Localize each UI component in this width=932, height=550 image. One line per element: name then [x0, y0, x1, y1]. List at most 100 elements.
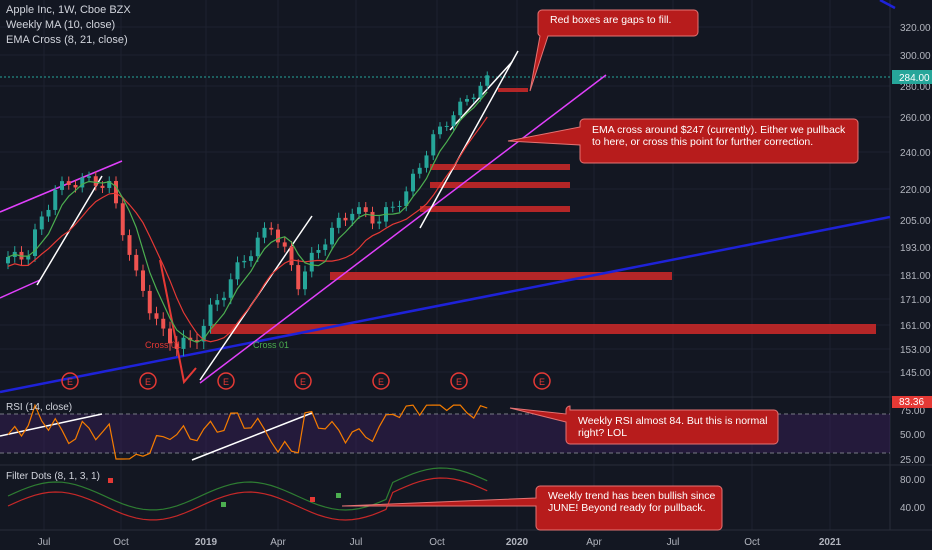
- candle-body: [161, 318, 166, 329]
- candle-body: [269, 227, 274, 230]
- trendline-top-fragment[interactable]: [879, 0, 896, 10]
- candlestick-series[interactable]: [6, 71, 490, 357]
- earnings-marker[interactable]: [61, 372, 79, 390]
- callout-rsi[interactable]: [509, 405, 779, 445]
- callout-trend[interactable]: [341, 485, 723, 531]
- candle-body: [471, 97, 476, 99]
- trendline-long[interactable]: [0, 215, 891, 394]
- candle-body: [53, 189, 58, 210]
- time-tick-label: Oct: [113, 537, 129, 548]
- rsi-value-tag: [892, 396, 932, 408]
- time-tick-label: Apr: [586, 537, 602, 548]
- candle-body: [46, 209, 51, 217]
- candle-body: [303, 271, 307, 290]
- gap-box-2[interactable]: [430, 182, 570, 188]
- candle-body: [377, 221, 382, 224]
- candle-body: [228, 279, 233, 298]
- candle-body: [73, 184, 78, 188]
- candle-body: [390, 206, 395, 208]
- candle-body: [60, 181, 64, 190]
- earnings-marker-label: E: [539, 377, 545, 387]
- gap-box-3[interactable]: [420, 206, 570, 212]
- candle-body: [404, 191, 409, 206]
- candle-body: [296, 265, 301, 290]
- candle-body: [411, 173, 415, 192]
- candle-body: [350, 213, 355, 221]
- candle-body: [6, 256, 10, 264]
- price-tick-label: 205.00: [900, 216, 931, 227]
- filter-tick-label: 40.00: [900, 503, 925, 514]
- candle-body: [93, 176, 98, 186]
- weekly-ma-line: [7, 116, 488, 343]
- indicator-ma-label[interactable]: Weekly MA (10, close): [6, 19, 116, 31]
- earnings-marker[interactable]: [533, 372, 551, 390]
- earnings-marker[interactable]: [217, 372, 235, 390]
- earnings-marker[interactable]: [139, 372, 157, 390]
- candle-body: [100, 185, 105, 188]
- candle-body: [397, 205, 402, 207]
- indicator-ema-label[interactable]: EMA Cross (8, 21, close): [6, 34, 128, 46]
- candle-body: [336, 217, 341, 228]
- earnings-marker[interactable]: [372, 372, 390, 390]
- callout-gaps[interactable]: [529, 9, 699, 92]
- candle-body: [174, 343, 179, 349]
- gap-box-5[interactable]: [210, 324, 876, 334]
- earnings-marker[interactable]: [450, 372, 468, 390]
- candle-body: [458, 101, 463, 116]
- candle-body: [249, 256, 253, 261]
- candle-body: [444, 125, 449, 127]
- candle-body: [323, 244, 328, 250]
- candle-body: [80, 177, 85, 188]
- candle-body: [181, 337, 186, 349]
- symbol-title[interactable]: Apple Inc, 1W, Cboe BZX: [6, 4, 131, 16]
- rsi-panel-title: RSI (14, close): [6, 402, 72, 413]
- time-tick-label: Jul: [38, 537, 51, 548]
- price-tick-label: 320.00: [900, 23, 931, 34]
- time-axis[interactable]: Jul Oct 2019 Apr Jul Oct 2020 Apr Jul Oct 2021: [38, 537, 842, 548]
- candle-body: [87, 176, 91, 178]
- callout-ema[interactable]: [507, 118, 859, 164]
- trendline-channel-2019[interactable]: [199, 74, 607, 384]
- gap-box-top[interactable]: [498, 88, 528, 92]
- earnings-marker-label: E: [300, 377, 306, 387]
- cross-label-red: Cross 01: [145, 340, 181, 350]
- earnings-marker-label: E: [378, 377, 384, 387]
- price-tick-label: 153.00: [900, 345, 931, 356]
- time-tick-label: Apr: [270, 537, 286, 548]
- price-tick-label: 220.00: [900, 185, 931, 196]
- price-tick-label: 193.00: [900, 243, 931, 254]
- earnings-marker-label: E: [67, 377, 73, 387]
- gap-box-1[interactable]: [430, 164, 570, 170]
- filter-dot-buy-2: [336, 493, 341, 498]
- candle-body: [188, 337, 193, 341]
- candle-body: [276, 229, 280, 243]
- current-price-value: 284.00: [899, 73, 930, 84]
- filter-green-line: [7, 467, 488, 511]
- gap-box-4[interactable]: [330, 272, 672, 280]
- candle-body: [208, 304, 213, 326]
- price-tick-label: 280.00: [900, 82, 931, 93]
- candle-body: [222, 297, 226, 301]
- filter-panel-title: Filter Dots (8, 1, 3, 1): [6, 471, 100, 482]
- rsi-axis[interactable]: 75.00 50.00 25.00: [900, 406, 925, 466]
- trendline-channel-2018-bottom[interactable]: [0, 279, 41, 299]
- candle-body: [363, 207, 368, 212]
- rsi-tick-label: 50.00: [900, 430, 925, 441]
- candle-body: [168, 328, 172, 344]
- earnings-marker-label: E: [145, 377, 151, 387]
- filter-dot-sell-2: [310, 497, 315, 502]
- price-axis[interactable]: 320.00 300.00 280.00 260.00 240.00 220.00 205.…: [900, 23, 931, 379]
- price-tick-label: 240.00: [900, 148, 931, 159]
- earnings-marker[interactable]: [294, 372, 312, 390]
- candle-body: [289, 246, 294, 266]
- candle-body: [424, 155, 429, 168]
- candle-body: [417, 167, 422, 174]
- time-tick-label: Oct: [429, 537, 445, 548]
- candle-body: [147, 290, 152, 314]
- price-tick-label: 161.00: [900, 321, 931, 332]
- candle-body: [316, 249, 321, 253]
- filter-axis[interactable]: 80.00 40.00: [900, 475, 925, 514]
- candle-body: [201, 325, 206, 342]
